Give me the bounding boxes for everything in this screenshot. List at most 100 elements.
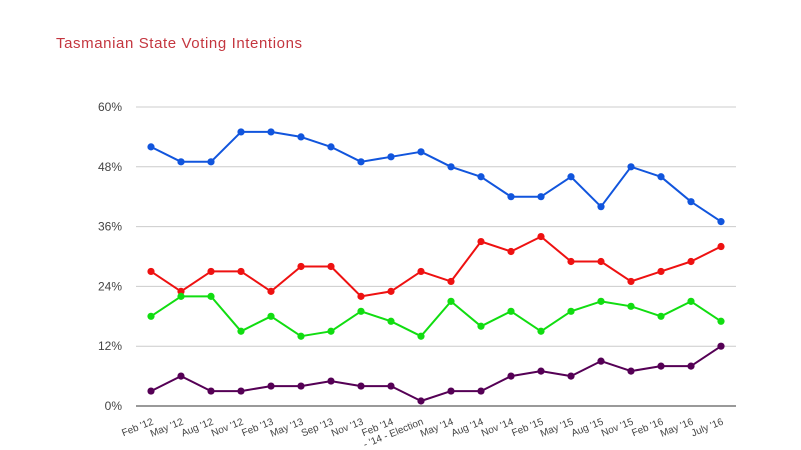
- data-point: [537, 367, 545, 375]
- y-axis-ticks: 0% 12% 24% 36% 48% 60%: [98, 100, 122, 413]
- data-point: [177, 158, 185, 166]
- y-tick-label: 0%: [105, 399, 123, 413]
- data-point: [717, 317, 725, 325]
- data-point: [297, 262, 305, 271]
- data-point: [537, 327, 545, 335]
- data-point: [537, 232, 545, 241]
- data-point: [387, 317, 395, 325]
- data-point: [237, 327, 245, 335]
- data-point: [147, 143, 155, 151]
- data-point: [477, 387, 485, 395]
- data-point: [297, 382, 305, 390]
- data-point: [447, 387, 455, 395]
- data-point: [267, 287, 275, 295]
- data-point: [477, 237, 485, 246]
- data-point: [597, 297, 605, 305]
- data-point: [687, 297, 695, 305]
- gridlines: [136, 106, 736, 407]
- data-point: [717, 242, 725, 251]
- x-tick-label: Nov '15: [600, 416, 636, 439]
- data-point: [507, 193, 515, 201]
- y-tick-label: 24%: [98, 279, 122, 293]
- data-point: [267, 128, 275, 136]
- data-point: [297, 133, 305, 141]
- data-point: [147, 387, 155, 395]
- x-tick-label: Nov '12: [210, 416, 246, 439]
- data-point: [357, 158, 365, 166]
- x-tick-label: Nov '13: [330, 416, 366, 439]
- x-tick-label: Aug '12: [180, 416, 216, 439]
- data-point: [327, 143, 335, 151]
- chart-title: Tasmanian State Voting Intentions: [56, 35, 303, 52]
- data-point: [597, 203, 605, 211]
- x-tick-label: Aug '15: [570, 416, 606, 439]
- data-point: [417, 332, 425, 340]
- data-point: [567, 307, 575, 315]
- data-point: [477, 322, 485, 330]
- data-point: [507, 307, 515, 315]
- data-point: [687, 257, 695, 266]
- data-point: [177, 372, 185, 380]
- data-point: [417, 267, 425, 276]
- data-point: [507, 247, 515, 256]
- data-point: [447, 277, 455, 286]
- series-lines: [150, 130, 722, 402]
- data-point: [237, 128, 245, 136]
- data-point: [627, 302, 635, 310]
- data-point: [627, 367, 635, 375]
- data-point: [717, 342, 725, 350]
- series-line-2: [150, 235, 722, 298]
- data-point: [627, 277, 635, 286]
- data-point: [567, 173, 575, 181]
- data-point: [567, 372, 575, 380]
- series-line-3: [150, 295, 722, 338]
- data-point: [507, 372, 515, 380]
- series-line-1: [150, 130, 722, 223]
- data-point: [147, 312, 155, 320]
- x-tick-label: Feb '13: [240, 416, 275, 439]
- data-point: [237, 267, 245, 276]
- y-tick-label: 12%: [98, 339, 122, 353]
- x-tick-label: Nov '14: [480, 416, 516, 439]
- data-point: [717, 218, 725, 226]
- data-point: [687, 198, 695, 206]
- data-point: [357, 382, 365, 390]
- data-point: [447, 163, 455, 171]
- data-point: [417, 397, 425, 405]
- data-point: [567, 257, 575, 266]
- data-point: [327, 327, 335, 335]
- data-point: [177, 292, 185, 300]
- data-point: [657, 362, 665, 370]
- data-point: [387, 153, 395, 161]
- data-point: [477, 173, 485, 181]
- series-line-4: [150, 345, 722, 402]
- data-point: [207, 158, 215, 166]
- data-point: [537, 193, 545, 201]
- x-tick-label: Feb '15: [510, 416, 545, 439]
- data-point: [687, 362, 695, 370]
- x-tick-label: Feb '12: [120, 416, 155, 439]
- y-tick-label: 48%: [98, 160, 122, 174]
- data-point: [597, 257, 605, 266]
- data-point: [657, 312, 665, 320]
- data-point: [657, 267, 665, 276]
- data-point: [657, 173, 665, 181]
- data-point: [357, 292, 365, 300]
- data-point: [627, 163, 635, 171]
- data-point: [357, 307, 365, 315]
- data-point: [417, 148, 425, 156]
- data-point: [267, 312, 275, 320]
- data-point: [327, 262, 335, 271]
- data-point: [267, 382, 275, 390]
- data-point: [147, 267, 155, 276]
- data-point: [447, 297, 455, 305]
- x-tick-label: Aug '14: [450, 416, 486, 439]
- data-point: [597, 357, 605, 365]
- data-point: [177, 287, 185, 295]
- x-tick-label: Feb '16: [630, 416, 665, 439]
- data-point: [207, 267, 215, 276]
- data-point: [207, 387, 215, 395]
